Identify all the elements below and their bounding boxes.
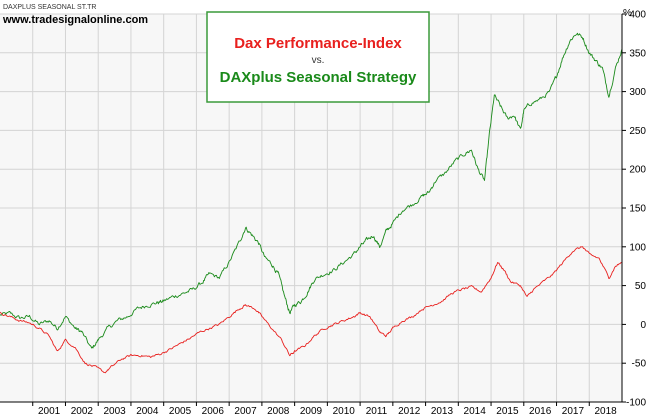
series-line-dax xyxy=(0,246,623,374)
x-tick-label: 2004 xyxy=(136,406,159,417)
x-axis: 2001 2002 2003 2004 2005 2006 2007 2008 2009 2010… xyxy=(32,402,618,417)
y-tick-label: 0 xyxy=(640,320,646,331)
legend-daxplus-title: DAXplus Seasonal Strategy xyxy=(220,69,417,86)
x-tick-label: 2008 xyxy=(267,406,290,417)
x-tick-label: 2015 xyxy=(496,406,519,417)
x-tick-label: 2017 xyxy=(562,406,585,417)
x-tick-label: 2010 xyxy=(333,406,356,417)
x-tick-label: 2005 xyxy=(169,406,192,417)
website-label: www.tradesignalonline.com xyxy=(2,14,148,26)
y-tick-label: 300 xyxy=(629,87,646,98)
x-tick-label: 2016 xyxy=(529,406,552,417)
x-tick-label: 2002 xyxy=(71,406,94,417)
x-tick-label: 2018 xyxy=(595,406,618,417)
y-unit-label: % xyxy=(623,8,632,19)
x-tick-label: 2011 xyxy=(366,406,388,417)
x-tick-label: 2007 xyxy=(234,406,257,417)
legend-dax-title: Dax Performance-Index xyxy=(234,35,402,52)
x-tick-label: 2012 xyxy=(398,406,421,417)
y-tick-label: 150 xyxy=(629,204,646,215)
x-tick-label: 2009 xyxy=(300,406,323,417)
x-tick-label: 2014 xyxy=(464,406,487,417)
y-tick-label: 350 xyxy=(629,48,646,59)
series-layer xyxy=(0,32,623,374)
legend-vs: vs. xyxy=(312,55,325,66)
x-tick-label: 2001 xyxy=(38,406,61,417)
y-tick-label: 250 xyxy=(629,126,646,137)
y-axis: -100 -50 0 50 100 150 200 250 300 350 400 xyxy=(622,10,646,409)
x-tick-label: 2013 xyxy=(431,406,454,417)
y-tick-label: 50 xyxy=(635,281,647,292)
y-tick-label: -100 xyxy=(626,398,646,409)
y-tick-label: 200 xyxy=(629,165,646,176)
y-tick-label: -50 xyxy=(632,359,647,370)
series-line-daxplus xyxy=(0,32,623,349)
small-header-label: DAXPLUS SEASONAL ST.TR xyxy=(3,4,97,11)
y-tick-label: 400 xyxy=(629,10,646,21)
y-tick-label: 100 xyxy=(629,242,646,253)
x-tick-label: 2006 xyxy=(202,406,225,417)
legend-box xyxy=(206,11,430,103)
x-tick-label: 2003 xyxy=(103,406,126,417)
